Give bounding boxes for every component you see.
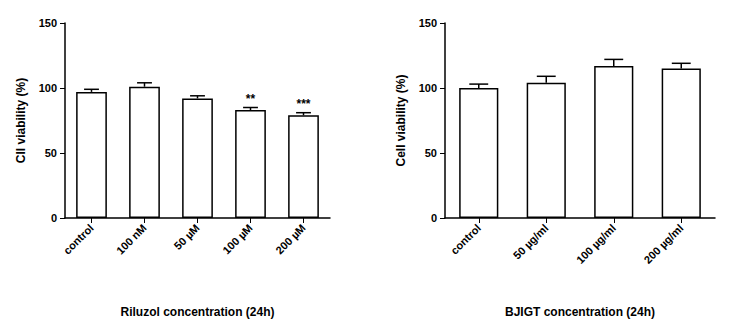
svg-text:control: control [61,222,96,257]
svg-text:BJIGT concentration (24h): BJIGT concentration (24h) [505,305,655,319]
svg-text:Cll viability (%): Cll viability (%) [14,78,28,163]
svg-text:50: 50 [45,147,57,159]
svg-text:Cell viability (%): Cell viability (%) [394,74,408,166]
svg-text:150: 150 [419,17,437,29]
svg-text:100 nM: 100 nM [114,222,149,257]
svg-text:**: ** [246,92,256,106]
svg-text:100 µg/ml: 100 µg/ml [574,222,618,266]
svg-text:Riluzol concentration (24h): Riluzol concentration (24h) [120,305,274,319]
svg-text:200 µg/ml: 200 µg/ml [641,222,685,266]
svg-text:0: 0 [431,212,437,224]
svg-text:***: *** [296,97,310,111]
svg-text:150: 150 [39,17,57,29]
svg-text:50: 50 [425,147,437,159]
svg-text:200 µM: 200 µM [273,222,308,257]
svg-text:50 µg/ml: 50 µg/ml [511,222,551,262]
svg-text:50 µM: 50 µM [172,222,202,252]
svg-text:control: control [448,222,483,257]
svg-text:100: 100 [39,82,57,94]
svg-text:0: 0 [51,212,57,224]
svg-text:100 µM: 100 µM [220,222,255,257]
svg-text:100: 100 [419,82,437,94]
